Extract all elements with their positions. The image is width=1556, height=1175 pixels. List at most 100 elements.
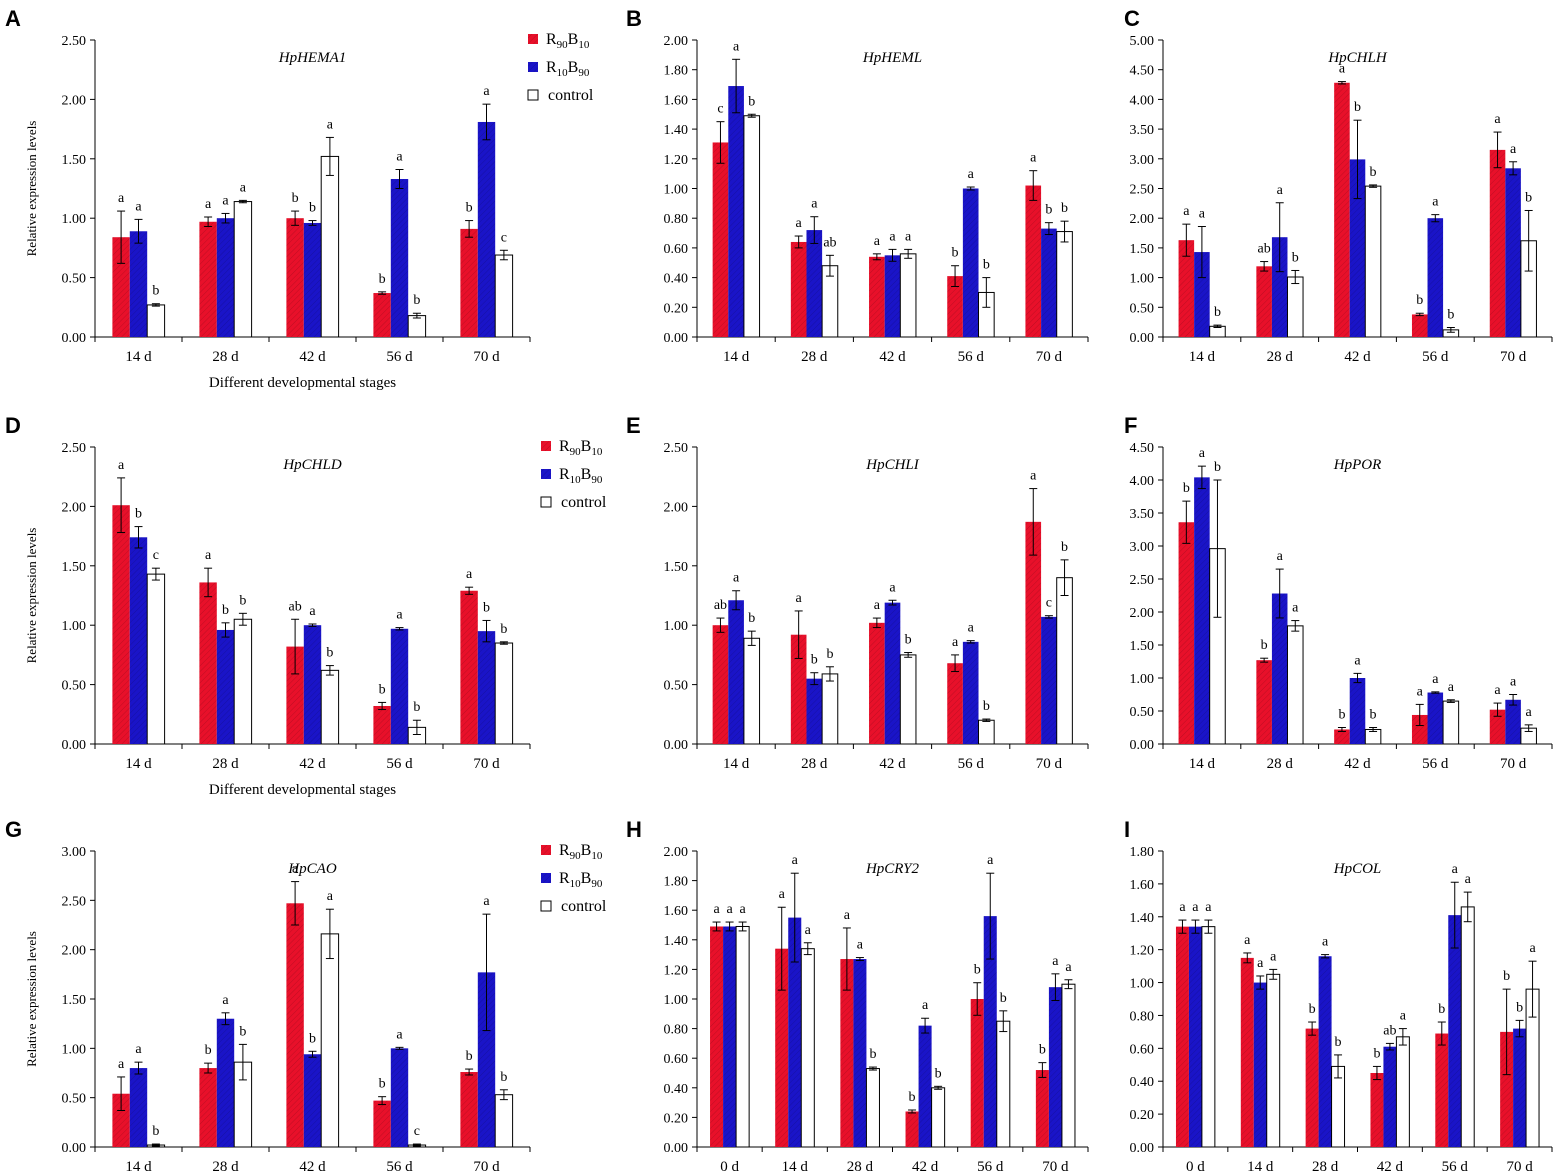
significance-label: a	[792, 853, 799, 868]
bar-r90b10	[1411, 314, 1428, 337]
significance-label: a	[1526, 705, 1533, 720]
y-tick-label: 1.60	[664, 904, 689, 919]
significance-label: a	[1510, 142, 1517, 157]
significance-label: a	[1510, 675, 1517, 690]
panel-i: I HpCOL 0.00 0.20 0.40 0.60 0.80 1.00 1.20 1.40 1.…	[1124, 817, 1553, 1175]
y-tick-label: 2.50	[1130, 573, 1155, 588]
significance-label: a	[396, 608, 403, 623]
significance-label: b	[292, 191, 299, 206]
significance-label: b	[483, 600, 490, 615]
bar-r90b10	[712, 142, 729, 337]
y-tick-label: 2.50	[62, 441, 87, 456]
bar-control	[1061, 983, 1076, 1148]
bar-r90b10	[790, 634, 807, 744]
significance-label: a	[857, 938, 864, 953]
chart-title: HpPOR	[1333, 457, 1382, 473]
significance-label: a	[968, 167, 975, 182]
significance-label: b	[309, 201, 316, 216]
y-tick-label: 2.00	[62, 500, 87, 515]
legend-label-r90b10: R90B10	[559, 438, 603, 458]
y-tick-label: 0.50	[1130, 301, 1155, 316]
legend-label-control: control	[561, 898, 607, 915]
significance-label: a	[1529, 941, 1536, 956]
legend-swatch-r10b90	[541, 873, 551, 883]
significance-label: ab	[714, 598, 727, 613]
chart-title: HpCRY2	[865, 861, 920, 877]
panel-letter: G	[5, 817, 22, 842]
significance-label: a	[1417, 684, 1424, 699]
significance-label: b	[152, 1124, 159, 1139]
y-tick-label: 4.00	[1130, 474, 1155, 489]
significance-label: a	[327, 889, 334, 904]
x-tick-label: 56 d	[977, 1159, 1004, 1175]
y-tick-label: 0.00	[664, 1141, 689, 1156]
y-tick-label: 1.80	[664, 875, 689, 890]
bar-r90b10	[1435, 1033, 1449, 1147]
significance-label: a	[1339, 62, 1346, 77]
y-tick-label: 1.50	[62, 153, 87, 168]
x-tick-label: 56 d	[958, 349, 985, 365]
significance-label: a	[713, 902, 720, 917]
significance-label: ab	[823, 235, 836, 250]
y-tick-label: 3.50	[1130, 123, 1155, 138]
significance-label: c	[1046, 596, 1052, 611]
bar-control	[1056, 577, 1073, 745]
panel-letter: C	[1124, 6, 1140, 31]
bar-r90b10	[1240, 957, 1254, 1147]
significance-label: b	[1373, 1046, 1380, 1061]
y-tick-label: 0.00	[1130, 1141, 1155, 1156]
bar-r10b90	[1427, 692, 1444, 744]
y-tick-label: 1.00	[1130, 672, 1155, 687]
legend-label-r10b90: R10B90	[559, 466, 603, 486]
x-tick-label: 42 d	[1377, 1159, 1404, 1175]
bar-r10b90	[1188, 926, 1202, 1147]
significance-label: a	[483, 894, 490, 909]
x-tick-label: 70 d	[473, 349, 500, 365]
x-tick-label: 14 d	[125, 1159, 152, 1175]
bar-r90b10	[373, 293, 391, 337]
significance-label: a	[1205, 900, 1212, 915]
bar-r10b90	[216, 629, 235, 744]
x-tick-label: 28 d	[212, 349, 239, 365]
significance-label: b	[869, 1047, 876, 1062]
bar-r10b90	[1271, 593, 1288, 744]
legend-swatch-r10b90	[541, 469, 551, 479]
significance-label: b	[205, 1043, 212, 1058]
legend-swatch-r90b10	[541, 441, 551, 451]
y-tick-label: 0.60	[664, 242, 689, 257]
significance-label: a	[968, 621, 975, 636]
bar-control	[320, 933, 340, 1148]
bar-r90b10	[947, 276, 963, 337]
bar-r10b90	[728, 600, 744, 744]
y-tick-label: 1.50	[62, 560, 87, 575]
significance-label: a	[327, 117, 334, 132]
legend-swatch-r90b10	[541, 845, 551, 855]
legend-swatch-r90b10	[528, 34, 538, 44]
legend-label-control: control	[561, 494, 607, 511]
chart-title: HpCHLH	[1327, 50, 1388, 66]
x-tick-label: 14 d	[723, 349, 750, 365]
bar-r90b10	[286, 903, 304, 1147]
significance-label: b	[466, 1049, 473, 1064]
significance-label: b	[1335, 1035, 1342, 1050]
y-tick-label: 1.00	[664, 619, 689, 634]
x-tick-label: 42 d	[299, 756, 326, 772]
chart-title: HpCAO	[287, 861, 337, 877]
significance-label: b	[909, 1090, 916, 1105]
y-tick-label: 3.50	[1130, 507, 1155, 522]
significance-label: a	[1199, 446, 1206, 461]
y-tick-label: 2.00	[664, 34, 689, 49]
significance-label: b	[983, 258, 990, 273]
bar-r10b90	[1448, 915, 1462, 1147]
x-tick-label: 28 d	[1312, 1159, 1339, 1175]
x-tick-label: 28 d	[1267, 756, 1294, 772]
bar-control	[735, 925, 750, 1148]
significance-label: b	[379, 272, 386, 287]
significance-label: a	[905, 229, 912, 244]
x-tick-label: 42 d	[299, 1159, 326, 1175]
bar-r10b90	[806, 678, 823, 744]
significance-label: a	[1030, 151, 1037, 166]
bar-r10b90	[1048, 987, 1062, 1147]
significance-label: a	[805, 923, 812, 938]
bar-r10b90	[390, 628, 409, 744]
